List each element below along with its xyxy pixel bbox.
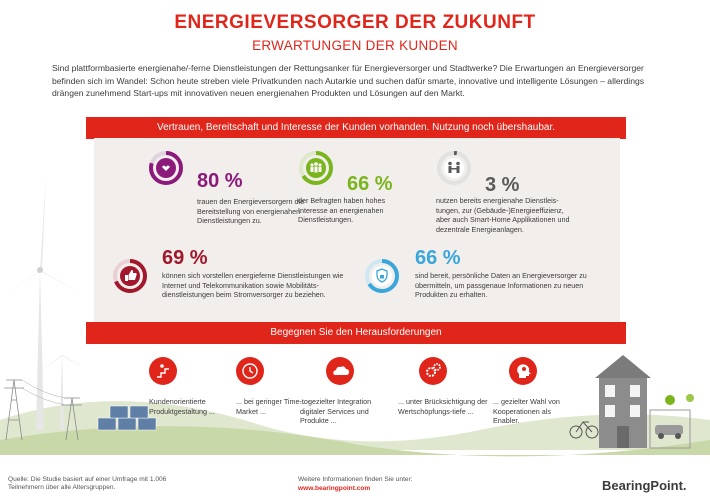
- page-subtitle: ERWARTUNGEN DER KUNDEN: [252, 38, 458, 53]
- stat-text-usage: nutzen bereits energienahe Dienstleis-tu…: [436, 196, 570, 234]
- cloud-icon: [326, 357, 354, 385]
- stat-text-interest: der Befragten haben hohes Interesse an e…: [298, 196, 386, 225]
- challenge-text-value: ... unter Brücksichtigung der Wertschöpf…: [398, 397, 488, 416]
- footer-url-link[interactable]: www.bearingpoint.com: [298, 485, 371, 492]
- power-pylon-icon: [4, 379, 82, 441]
- bicycle-icon: [569, 421, 599, 439]
- stat-ring-80: [149, 151, 183, 185]
- challenge-text-product: Kundenorientierte Produktgestaltung ...: [149, 397, 215, 416]
- leaf-icon: [686, 394, 694, 402]
- solar-panel-icon: [97, 405, 157, 431]
- person-rising-icon: [149, 357, 177, 385]
- stat-value-usage: 3 %: [485, 174, 520, 196]
- stat-value-interest: 66 %: [347, 173, 393, 195]
- stat-value-trust: 80 %: [197, 170, 243, 192]
- footer-source: Quelle: Die Studie basiert auf einer Umf…: [8, 476, 167, 492]
- stat-value-energyfar: 69 %: [162, 247, 208, 269]
- intro-text: Sind plattformbasierte energienahe/-fern…: [52, 63, 645, 98]
- leaf-icon: [665, 395, 675, 405]
- stat-ring-66: [299, 151, 333, 185]
- bearingpoint-logo: BearingPoint.: [602, 478, 687, 493]
- page-title: ENERGIEVERSORGER DER ZUKUNFT: [174, 12, 536, 33]
- clock-icon: [236, 357, 264, 385]
- stat-ring-3: [437, 151, 471, 185]
- stat-ring-69: [113, 259, 147, 293]
- stat-ring-66b: [365, 259, 399, 293]
- challenge-text-integration: ... gezielter Integration digitaler Serv…: [300, 397, 372, 426]
- stat-text-energyfar: können sich vorstellen energieferne Dien…: [162, 271, 344, 300]
- hill-shape: [0, 426, 710, 457]
- head-bulb-icon: [509, 357, 537, 385]
- house-icon: [595, 355, 691, 449]
- stat-text-data: sind bereit, persönliche Daten an Energi…: [415, 271, 587, 300]
- footer-more-info: Weitere Informationen finden Sie unter:: [298, 476, 413, 483]
- gears-icon: [419, 357, 447, 385]
- wind-turbine-icon: [0, 175, 84, 430]
- stat-text-trust: trauen den Energieversorgern die Bereits…: [197, 197, 305, 226]
- challenge-text-time: ... bei geringer Time-to-Market ...: [236, 397, 311, 416]
- challenge-text-cooperation: ... gezielter Wahl von Kooperationen als…: [493, 397, 560, 426]
- trust-banner: Vertrauen, Bereitschaft und Interesse de…: [86, 117, 626, 139]
- wind-turbine-icon: [40, 310, 85, 430]
- stat-value-data: 66 %: [415, 247, 461, 269]
- challenges-banner: Begegnen Sie den Herausforderungen: [86, 322, 626, 344]
